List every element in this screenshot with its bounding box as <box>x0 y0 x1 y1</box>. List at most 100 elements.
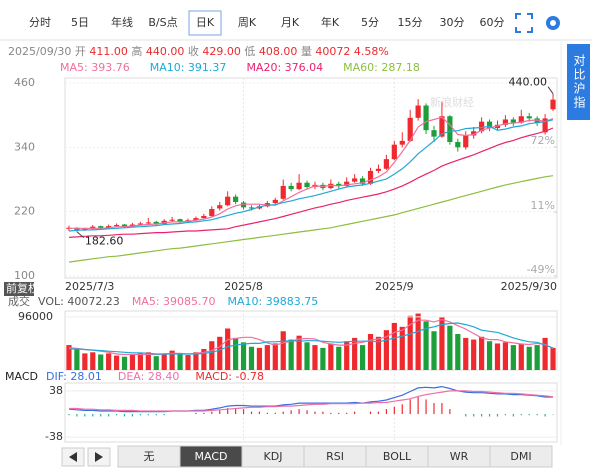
volume-bar <box>113 355 120 370</box>
volume-bar <box>407 315 413 370</box>
macd-bar <box>441 403 443 415</box>
volume-bar <box>486 341 493 370</box>
info-value: 440.00 <box>146 45 185 58</box>
compare-button[interactable]: 对比沪指 <box>567 44 590 120</box>
info-value: 429.00 <box>202 45 241 58</box>
macd-bar <box>306 410 308 415</box>
volume-bar <box>137 353 143 370</box>
volume-bar <box>233 337 239 370</box>
macd-bar <box>131 414 134 417</box>
indicator-tab[interactable]: WR <box>450 450 469 463</box>
volume-bar <box>256 347 263 370</box>
volume-bar <box>272 343 278 370</box>
volume-legend: MA10: 39883.75 <box>228 295 319 308</box>
macd-bar <box>235 407 237 415</box>
adjust-tag[interactable] <box>4 282 34 296</box>
macd-bar <box>123 414 126 417</box>
candle-body <box>121 224 128 227</box>
volume-title: 成交 <box>8 294 30 308</box>
macd-bar <box>250 411 253 415</box>
legend-entry: MA20: 376.04 <box>246 61 323 74</box>
tab[interactable]: 15分 <box>398 16 423 29</box>
candle-body <box>248 207 255 209</box>
macd-bar <box>409 399 411 415</box>
macd-bar <box>473 414 475 417</box>
info-value: 40072 <box>315 45 350 58</box>
indicator-tab[interactable]: KDJ <box>264 450 283 463</box>
tab[interactable]: 5分 <box>361 16 379 29</box>
macd-bar <box>544 414 546 417</box>
info-label: 开 <box>75 45 86 58</box>
tab[interactable]: 5日 <box>71 16 89 29</box>
candle-body <box>415 105 421 118</box>
volume-bar <box>82 353 88 370</box>
indicator-tab[interactable]: BOLL <box>383 450 412 463</box>
macd-bar <box>108 414 110 417</box>
indicator-tab[interactable]: 无 <box>144 450 155 463</box>
legend-entry: MA5: 393.76 <box>60 61 130 74</box>
volume-bar <box>447 325 453 370</box>
tab[interactable]: 年K <box>321 15 340 29</box>
candle-body <box>153 221 159 224</box>
ma-line <box>68 175 554 263</box>
macd-bar <box>536 414 538 416</box>
tab[interactable]: 日K <box>196 16 215 29</box>
volume-bar <box>494 343 501 370</box>
indicator-tab[interactable]: DMI <box>510 450 531 463</box>
volume-bar <box>74 348 80 370</box>
candle-body <box>145 222 151 224</box>
tab[interactable]: 年线 <box>111 15 133 29</box>
indicator-tab[interactable]: MACD <box>195 450 228 463</box>
volume-bar <box>217 336 223 370</box>
info-label: 低 <box>244 45 255 58</box>
volume-bar <box>463 337 469 370</box>
volume-bar <box>177 354 183 370</box>
macd-bar <box>393 406 395 415</box>
candle-body <box>217 205 223 209</box>
adjust-label[interactable]: 前复权 <box>6 281 39 295</box>
macd-bar <box>163 414 165 416</box>
candle-body <box>479 121 485 132</box>
y2-tick-label: 72% <box>531 134 555 147</box>
volume-bar <box>479 336 485 370</box>
candle-body <box>550 99 556 110</box>
candle-body <box>272 199 278 204</box>
volume-bar <box>225 328 231 370</box>
candle-body <box>463 135 469 148</box>
macd-bar <box>290 410 292 415</box>
tab[interactable]: 周K <box>238 16 257 29</box>
fullscreen-icon[interactable] <box>515 13 533 33</box>
tab[interactable]: 分时 <box>29 16 51 29</box>
macd-legend: DIF: 28.01 <box>46 370 102 383</box>
y2-tick-label: -49% <box>527 263 555 276</box>
candle-body <box>439 116 445 137</box>
y-tick-label: 100 <box>14 269 35 282</box>
tab[interactable]: 60分 <box>480 16 505 29</box>
settings-icon[interactable] <box>546 16 560 30</box>
volume-bar <box>129 354 136 370</box>
candle-body <box>455 141 461 148</box>
candle-body <box>288 185 294 190</box>
candle-body <box>542 118 548 133</box>
volume-bar <box>336 346 342 370</box>
volume-bar <box>106 353 112 370</box>
macd-bar <box>242 409 245 415</box>
candle-body <box>391 144 397 160</box>
indicator-tab-box[interactable] <box>489 445 553 468</box>
candle-body <box>296 182 302 190</box>
tab[interactable]: 30分 <box>440 16 465 29</box>
candle-body <box>177 219 183 222</box>
tab[interactable]: 月K <box>281 16 300 29</box>
candle-body <box>193 218 199 221</box>
candle-body <box>225 196 231 206</box>
info-label: 高 <box>131 44 142 58</box>
volume-bar <box>328 343 334 370</box>
macd-bar <box>84 414 86 417</box>
indicator-tab[interactable]: RSI <box>326 450 344 463</box>
volume-legend: VOL: 40072.23 <box>38 295 120 308</box>
tab[interactable]: B/S点 <box>148 16 177 29</box>
candle-body <box>486 121 493 129</box>
legend-entry: MA60: 287.18 <box>343 61 420 74</box>
macd-bar <box>496 414 499 417</box>
ma-line <box>68 119 554 232</box>
